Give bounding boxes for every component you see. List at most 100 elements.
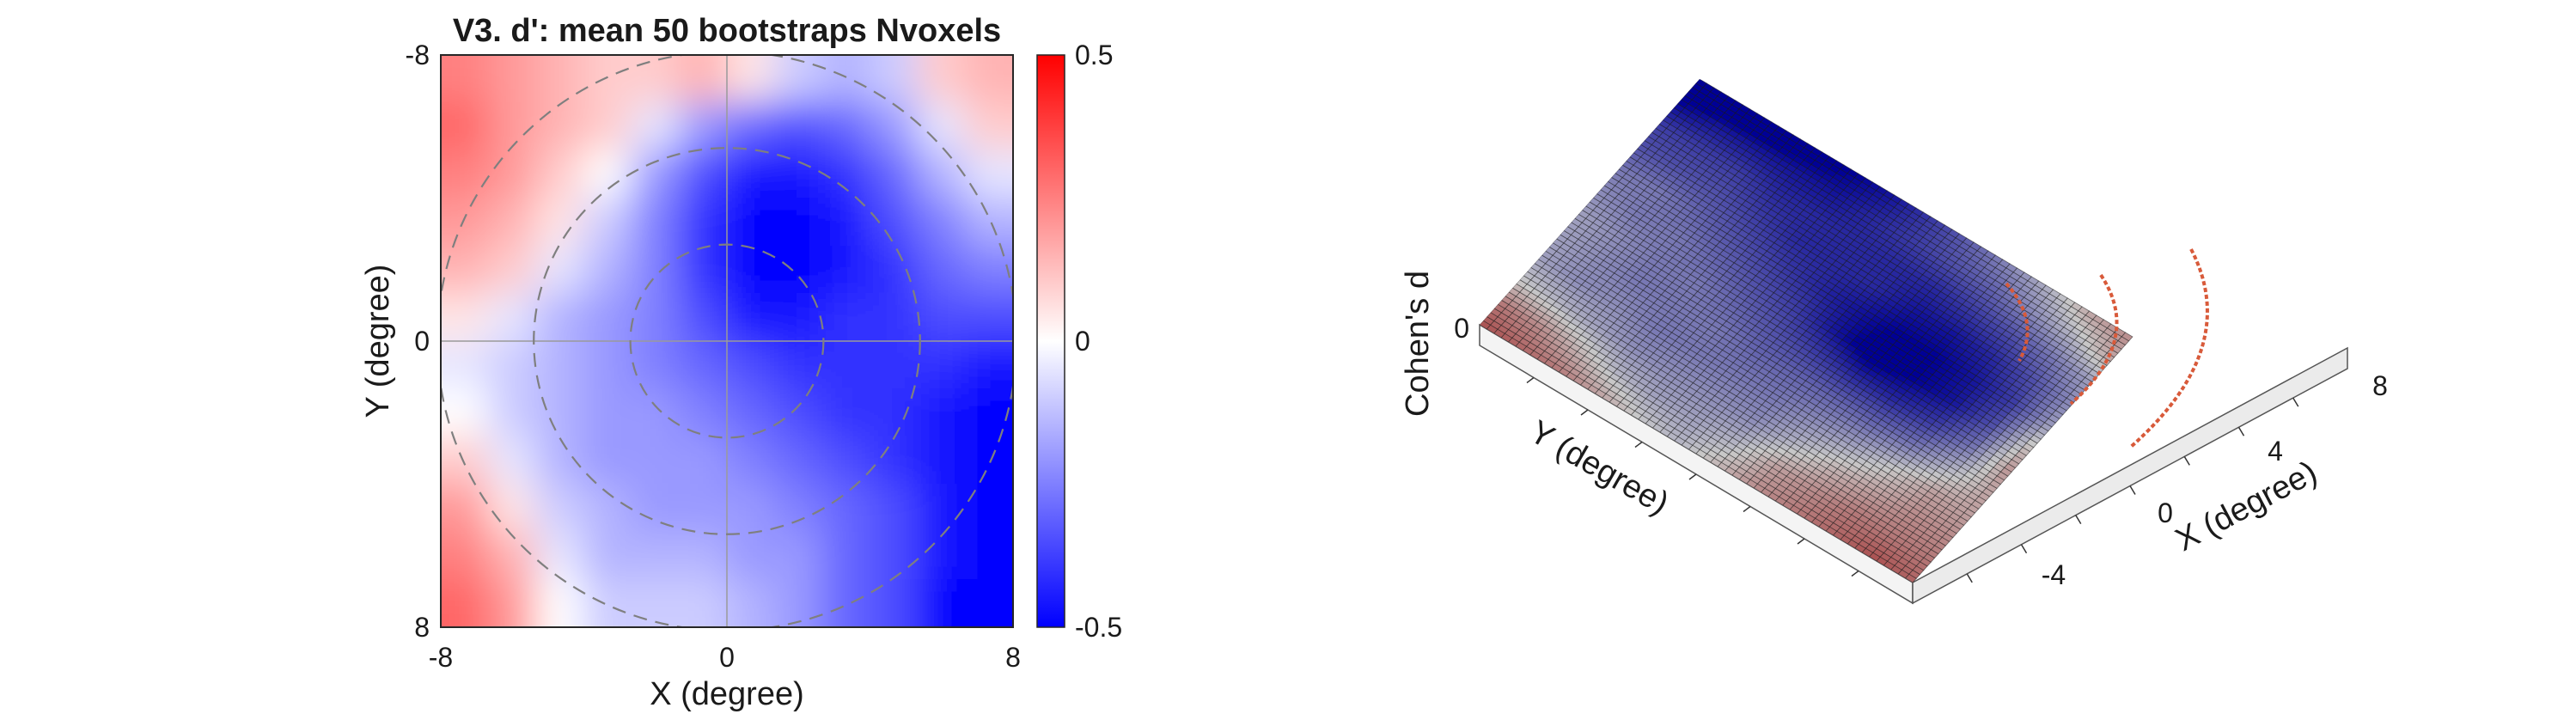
heatmap-cell	[870, 531, 919, 580]
heatmap-cell	[441, 293, 489, 342]
surface-mesh	[1480, 79, 2133, 583]
heatmap-cell	[870, 626, 919, 627]
heatmap-cell	[870, 484, 919, 533]
heatmap-cell	[774, 531, 823, 580]
heatmap-cell	[583, 102, 632, 151]
x-tick-mark	[2237, 426, 2245, 436]
heatmap-cell	[965, 198, 1013, 247]
heatmap-cell	[917, 436, 966, 485]
heatmap-cell	[583, 55, 632, 103]
heatmap-cell	[488, 626, 537, 627]
heatmap-cell	[965, 293, 1013, 342]
surface-xtick-neg4: -4	[2042, 559, 2066, 590]
heatmap-cell	[535, 531, 584, 580]
heatmap-cell	[441, 198, 489, 247]
colorbar-tick-zero: 0	[1075, 326, 1090, 357]
heatmap-cell	[821, 245, 870, 294]
heatmap-cell	[488, 388, 537, 437]
heatmap-cell	[774, 579, 823, 627]
heatmap-cell	[917, 55, 966, 103]
heatmap-cell	[535, 102, 584, 151]
heatmap-cell	[1012, 55, 1013, 56]
ring-ridge	[2129, 248, 2209, 449]
y-tick-mark	[1634, 441, 1643, 449]
heatmap-cell	[821, 436, 870, 485]
heatmap-cell	[917, 245, 966, 294]
heatmap-cell	[965, 340, 1013, 389]
x-tick-mark	[2292, 397, 2299, 407]
heatmap-cell	[631, 484, 680, 533]
heatmap-cell	[917, 531, 966, 580]
heatmap-cell	[583, 579, 632, 627]
heatmap-xlabel: X (degree)	[650, 676, 804, 712]
heatmap-axes-box	[440, 54, 1014, 628]
heatmap-xtick-right: 8	[1005, 642, 1021, 673]
heatmap-cell	[917, 484, 966, 533]
heatmap-cell	[726, 340, 775, 389]
heatmap-cell	[726, 55, 775, 103]
heatmap-cell	[679, 388, 728, 437]
heatmap-cell	[774, 436, 823, 485]
heatmap-cell	[488, 150, 537, 198]
heatmap-cell	[774, 388, 823, 437]
heatmap-cell	[965, 245, 1013, 294]
heatmap-cell	[917, 388, 966, 437]
heatmap-cell	[821, 55, 870, 103]
y-tick-mark	[1743, 505, 1751, 513]
heatmap-cell	[821, 198, 870, 247]
heatmap-cell	[870, 55, 919, 103]
surface-panel: 0 -4 0 4 8 Cohen's d Y (degree) X (degre…	[1400, 79, 2388, 605]
heatmap-cell	[917, 102, 966, 151]
heatmap-cell	[441, 245, 442, 294]
heatmap-cell	[726, 484, 775, 533]
heatmap-cell	[441, 484, 489, 533]
eccentricity-ring	[629, 243, 825, 439]
heatmap-cell	[774, 340, 823, 389]
heatmap-cell	[535, 55, 584, 103]
heatmap-cell	[870, 198, 919, 247]
surface-xlabel: X (degree)	[2170, 455, 2323, 558]
heatmap-cell	[441, 579, 489, 627]
heatmap-cell	[965, 531, 1013, 580]
heatmap-cell	[535, 436, 584, 485]
heatmap-cell	[679, 55, 728, 103]
x-tick-mark	[2129, 485, 2136, 495]
heatmap-cell	[631, 245, 680, 294]
heatmap-cell	[535, 150, 584, 198]
heatmap-plot-area	[441, 55, 1013, 627]
heatmap-cell	[441, 245, 489, 294]
heatmap-cell	[774, 150, 823, 198]
heatmap-cell	[726, 531, 775, 580]
heatmap-cell	[488, 579, 537, 627]
heatmap-cell	[679, 293, 728, 342]
heatmap-cell	[870, 388, 919, 437]
y-tick-mark	[1797, 538, 1805, 545]
heatmap-cell	[583, 531, 632, 580]
colorbar	[1036, 54, 1065, 628]
heatmap-xtick-left: -8	[429, 642, 453, 673]
heatmap-cell	[631, 198, 680, 247]
heatmap-cell	[535, 340, 584, 389]
heatmap-cell	[774, 198, 823, 247]
surface-xtick-zero: 0	[2158, 497, 2173, 528]
heatmap-cell	[679, 436, 728, 485]
heatmap-cell	[870, 293, 919, 342]
heatmap-cell	[631, 531, 680, 580]
surface-side-right	[1912, 346, 2348, 605]
heatmap-ytick-bottom: 8	[414, 612, 430, 643]
y-tick-mark	[1688, 473, 1697, 480]
eccentricity-rings	[441, 55, 1013, 627]
heatmap-cell	[631, 388, 680, 437]
heatmap-cell	[917, 626, 966, 627]
heatmap-cell	[488, 436, 537, 485]
heatmap-cell	[441, 102, 442, 151]
heatmap-cell	[583, 626, 632, 627]
y-tick-mark	[1526, 376, 1535, 384]
heatmap-cell	[965, 436, 1013, 485]
heatmap-cell	[535, 198, 584, 247]
heatmap-cell	[441, 150, 442, 198]
heatmap-cell	[441, 340, 489, 389]
heatmap-cell	[441, 150, 489, 198]
heatmap-cell	[774, 102, 823, 151]
